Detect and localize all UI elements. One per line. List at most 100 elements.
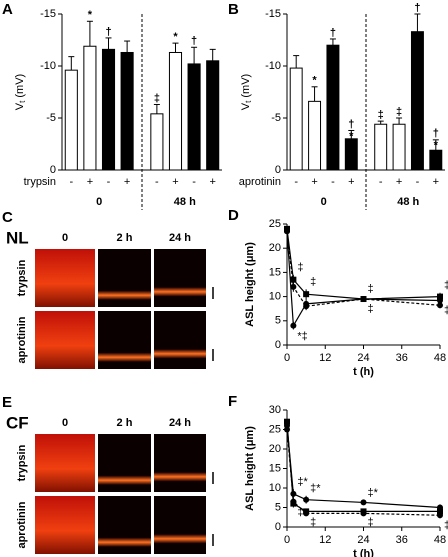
y-tick-label: 25 [269, 218, 281, 230]
x-tick-label: 48 [434, 352, 446, 364]
asl-band [98, 352, 151, 362]
x-tick-label: 0 [284, 352, 290, 364]
point-label: ‡* [368, 487, 379, 499]
y-label-sub: t [18, 100, 27, 103]
time-label: 2 h [117, 417, 133, 429]
x-tick-label: + [311, 176, 317, 188]
asl-band [98, 537, 151, 547]
x-tick-label: + [209, 176, 215, 188]
x-tick-label: 48 [434, 534, 446, 546]
x-tick-label: 12 [319, 352, 331, 364]
y-tick-label: -15 [40, 8, 56, 20]
point-label: ‡ [444, 280, 448, 292]
point-label: ‡ [310, 276, 316, 288]
micrograph [154, 311, 206, 369]
annotation: ‡ [154, 92, 160, 104]
point-label: ‡ [297, 262, 303, 274]
time-label: 0 [62, 232, 68, 244]
y-tick-label: -10 [265, 60, 281, 72]
marker [437, 302, 443, 309]
asl-band [98, 475, 151, 485]
panel-letter: F [228, 393, 237, 410]
marker [303, 496, 310, 503]
x-tick-label: + [348, 176, 354, 188]
y-tick-label: -5 [46, 112, 56, 124]
annotation: * [312, 75, 317, 87]
micrograph [154, 496, 206, 554]
point-label: *‡ [297, 330, 307, 342]
bar [206, 60, 220, 171]
bar [344, 138, 358, 171]
marker [360, 499, 367, 506]
bar [429, 149, 443, 171]
bar [374, 123, 388, 171]
y-tick-label: -15 [265, 8, 281, 20]
x-tick-label: - [416, 176, 420, 188]
marker [303, 291, 310, 298]
bar [326, 44, 340, 171]
panel-letter: A [2, 1, 13, 18]
x-tick-label: 0 [284, 534, 290, 546]
panel-letter: B [228, 1, 239, 18]
bar [120, 51, 134, 171]
x-tick-label: - [331, 176, 335, 188]
y-tick-label: 5 [275, 315, 281, 327]
point-label: ‡ [368, 283, 374, 295]
y-tick-label: 5 [275, 501, 281, 513]
asl-band [154, 349, 206, 359]
time-label: 0 [62, 417, 68, 429]
x-tick-label: - [379, 176, 383, 188]
y-tick-label: 10 [269, 291, 281, 303]
point-label: ‡ [310, 517, 316, 529]
marker [360, 296, 367, 303]
group-label: 48 h [174, 196, 196, 208]
micrograph [35, 249, 95, 307]
y-tick-label: 0 [50, 164, 56, 176]
y-tick-label: 0 [275, 339, 281, 351]
x-tick-label: 24 [357, 534, 369, 546]
marker [284, 426, 290, 433]
y-label-main: V [240, 102, 252, 110]
x-tick-label: 36 [396, 352, 408, 364]
y-label-unit: (mV) [240, 74, 252, 98]
x-tick-label: 24 [357, 352, 369, 364]
x-tick-label: 36 [396, 534, 408, 546]
y-tick-label: 15 [269, 462, 281, 474]
x-tick-label: + [87, 176, 93, 188]
x-tick-label: - [294, 176, 298, 188]
y-label-unit: (mV) [14, 74, 26, 98]
bar [410, 31, 424, 171]
marker [437, 512, 443, 519]
x-tick-label: + [124, 176, 130, 188]
y-tick-label: -5 [271, 112, 281, 124]
x-tick-label: - [69, 176, 73, 188]
marker [284, 418, 290, 425]
bar [83, 45, 97, 171]
series-line [286, 429, 441, 516]
marker [303, 510, 310, 517]
group-label: 48 h [397, 196, 419, 208]
annotation: † [330, 27, 336, 39]
y-axis-label: ASL height (μm) [244, 242, 256, 327]
marker [284, 228, 290, 235]
x-tick-label: + [433, 176, 439, 188]
marker [290, 490, 297, 497]
x-tick-label: + [172, 176, 178, 188]
point-label: ‡ [444, 519, 448, 531]
marker [437, 297, 443, 304]
bar [289, 67, 303, 171]
annotation: * [88, 9, 93, 21]
row-label: aprotinin [16, 316, 28, 363]
y-tick-label: 0 [275, 521, 281, 533]
annotation: * [173, 31, 178, 43]
micrograph [35, 311, 95, 369]
y-tick-label: 10 [269, 482, 281, 494]
asl-band [154, 534, 206, 544]
series-line [286, 228, 441, 300]
time-label: 24 h [169, 232, 191, 244]
time-label: 24 h [169, 417, 191, 429]
bar [392, 123, 406, 171]
marker [360, 510, 367, 517]
point-label: ‡* [310, 483, 321, 495]
point-label: ‡ [444, 304, 448, 316]
